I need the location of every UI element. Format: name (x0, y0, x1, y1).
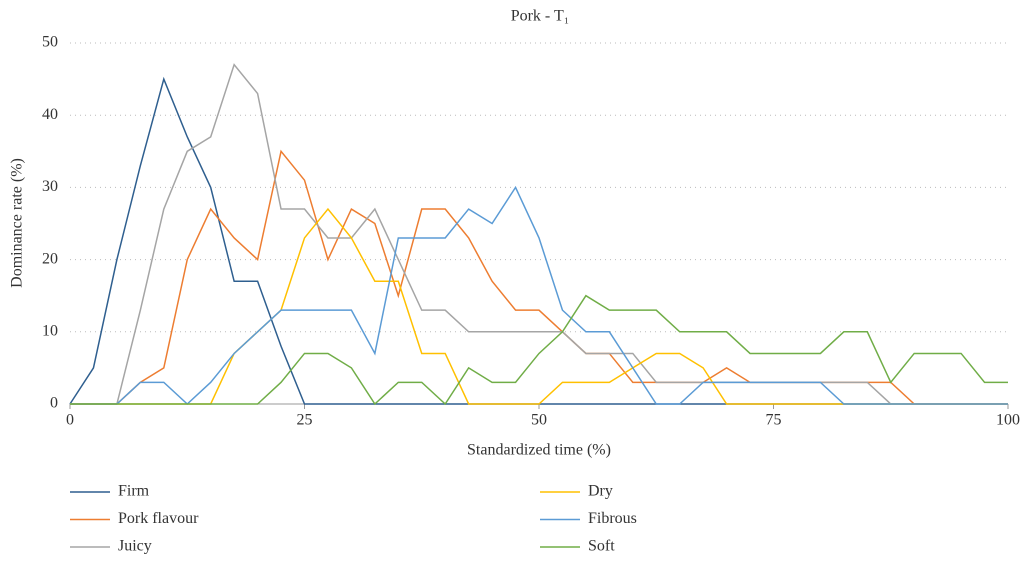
series-line (69, 76, 1008, 405)
x-tick-label: 50 (531, 412, 547, 429)
legend-label: Dry (588, 483, 613, 500)
y-tick-label: 0 (50, 395, 58, 412)
x-tick-label: 0 (66, 412, 74, 429)
x-tick-label: 25 (297, 412, 313, 429)
series-line (70, 63, 1008, 405)
y-tick-label: 50 (42, 34, 58, 51)
legend-label: Firm (118, 483, 150, 500)
chart-title: Pork - T₁ (511, 8, 570, 25)
y-tick-label: 20 (42, 250, 58, 267)
y-tick-label: 40 (42, 106, 58, 123)
series-line (70, 294, 1008, 406)
series-line (70, 185, 1008, 406)
x-tick-label: 75 (766, 412, 782, 429)
legend-label: Soft (588, 538, 615, 555)
legend-label: Pork flavour (118, 510, 199, 527)
y-tick-label: 30 (42, 178, 58, 195)
x-axis-label: Standardized time (%) (467, 442, 611, 459)
legend-label: Juicy (118, 538, 152, 555)
x-tick-label: 100 (996, 412, 1020, 429)
y-tick-label: 10 (42, 322, 58, 339)
y-axis-label: Dominance rate (%) (9, 158, 26, 288)
legend-label: Fibrous (588, 510, 637, 527)
